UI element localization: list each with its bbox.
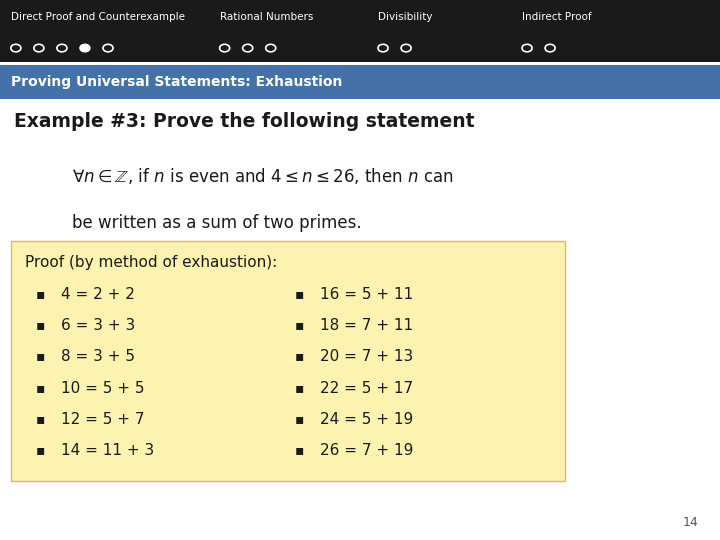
FancyBboxPatch shape: [11, 241, 565, 481]
Text: 14: 14: [683, 516, 698, 529]
Text: 12 = 5 + 7: 12 = 5 + 7: [61, 412, 145, 427]
Text: ▪: ▪: [36, 318, 45, 332]
FancyBboxPatch shape: [0, 0, 720, 62]
FancyBboxPatch shape: [0, 65, 720, 99]
Text: ▪: ▪: [36, 443, 45, 457]
Text: Direct Proof and Counterexample: Direct Proof and Counterexample: [11, 12, 185, 22]
Text: 24 = 5 + 19: 24 = 5 + 19: [320, 412, 414, 427]
Text: Proving Universal Statements: Exhaustion: Proving Universal Statements: Exhaustion: [11, 75, 342, 89]
Text: ▪: ▪: [36, 349, 45, 363]
Text: ▪: ▪: [295, 349, 305, 363]
Text: Example #3: Prove the following statement: Example #3: Prove the following statemen…: [14, 112, 475, 131]
Text: 18 = 7 + 11: 18 = 7 + 11: [320, 318, 413, 333]
Text: 6 = 3 + 3: 6 = 3 + 3: [61, 318, 135, 333]
Text: 8 = 3 + 5: 8 = 3 + 5: [61, 349, 135, 364]
Text: ▪: ▪: [295, 381, 305, 395]
Text: be written as a sum of two primes.: be written as a sum of two primes.: [72, 214, 361, 232]
Text: 22 = 5 + 17: 22 = 5 + 17: [320, 381, 413, 396]
Text: ▪: ▪: [295, 412, 305, 426]
Text: 4 = 2 + 2: 4 = 2 + 2: [61, 287, 135, 302]
Text: ▪: ▪: [36, 412, 45, 426]
Text: Proof (by method of exhaustion):: Proof (by method of exhaustion):: [25, 255, 277, 271]
Text: ▪: ▪: [295, 318, 305, 332]
Text: 14 = 11 + 3: 14 = 11 + 3: [61, 443, 155, 458]
Text: Divisibility: Divisibility: [378, 12, 433, 22]
Circle shape: [80, 44, 90, 52]
Text: ▪: ▪: [295, 443, 305, 457]
Text: ▪: ▪: [36, 287, 45, 301]
Text: ▪: ▪: [295, 287, 305, 301]
Text: Indirect Proof: Indirect Proof: [522, 12, 592, 22]
Text: 20 = 7 + 13: 20 = 7 + 13: [320, 349, 414, 364]
Text: Rational Numbers: Rational Numbers: [220, 12, 313, 22]
Text: 16 = 5 + 11: 16 = 5 + 11: [320, 287, 414, 302]
Text: 10 = 5 + 5: 10 = 5 + 5: [61, 381, 145, 396]
Text: $\forall n \in \mathbb{Z}$, if $n$ is even and $4 \leq n \leq 26$, then $n$ can: $\forall n \in \mathbb{Z}$, if $n$ is ev…: [72, 166, 454, 186]
Text: 26 = 7 + 19: 26 = 7 + 19: [320, 443, 414, 458]
Text: ▪: ▪: [36, 381, 45, 395]
